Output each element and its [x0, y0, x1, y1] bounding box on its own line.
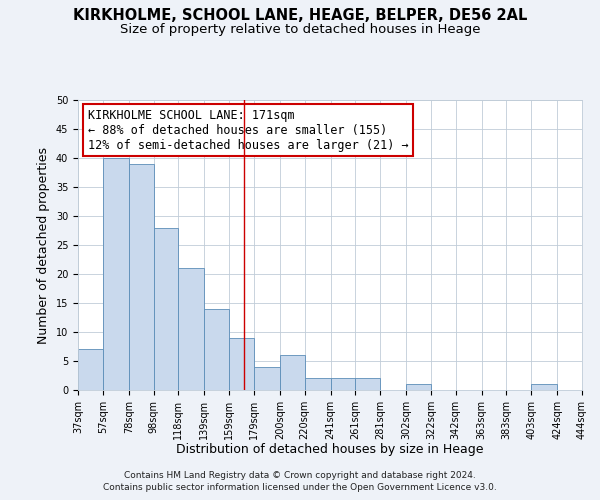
Y-axis label: Number of detached properties: Number of detached properties	[37, 146, 50, 344]
Bar	[178, 268, 205, 390]
Bar	[103, 158, 129, 390]
Bar	[154, 228, 178, 390]
Bar	[305, 378, 331, 390]
Text: Size of property relative to detached houses in Heage: Size of property relative to detached ho…	[120, 22, 480, 36]
Bar	[78, 350, 103, 390]
Bar	[531, 384, 557, 390]
Bar	[355, 378, 380, 390]
Bar	[129, 164, 154, 390]
Bar	[331, 378, 355, 390]
Bar	[280, 355, 305, 390]
Bar	[582, 384, 600, 390]
Text: Contains public sector information licensed under the Open Government Licence v3: Contains public sector information licen…	[103, 484, 497, 492]
Text: KIRKHOLME SCHOOL LANE: 171sqm
← 88% of detached houses are smaller (155)
12% of : KIRKHOLME SCHOOL LANE: 171sqm ← 88% of d…	[88, 108, 409, 152]
Bar	[254, 367, 280, 390]
Bar	[406, 384, 431, 390]
Text: Contains HM Land Registry data © Crown copyright and database right 2024.: Contains HM Land Registry data © Crown c…	[124, 471, 476, 480]
Bar	[229, 338, 254, 390]
Text: Distribution of detached houses by size in Heage: Distribution of detached houses by size …	[176, 442, 484, 456]
Text: KIRKHOLME, SCHOOL LANE, HEAGE, BELPER, DE56 2AL: KIRKHOLME, SCHOOL LANE, HEAGE, BELPER, D…	[73, 8, 527, 22]
Bar	[205, 309, 229, 390]
